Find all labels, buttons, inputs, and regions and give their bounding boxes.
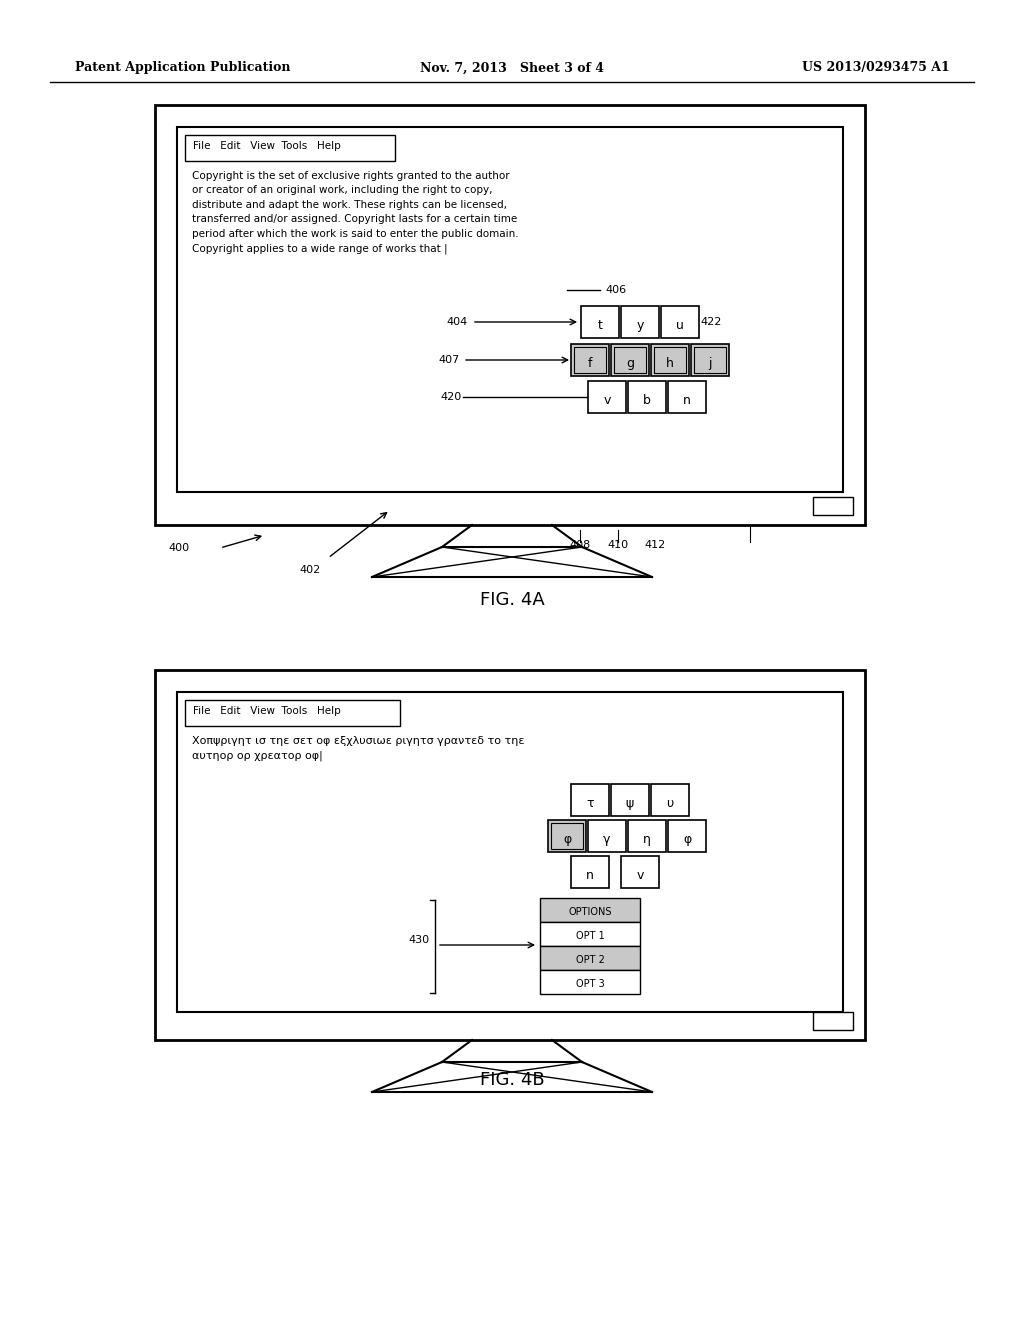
FancyBboxPatch shape bbox=[662, 306, 699, 338]
FancyBboxPatch shape bbox=[155, 671, 865, 1040]
Text: OPT 1: OPT 1 bbox=[575, 931, 604, 941]
Text: t: t bbox=[598, 318, 602, 331]
Text: τ: τ bbox=[587, 797, 594, 809]
FancyBboxPatch shape bbox=[540, 946, 640, 970]
Text: b: b bbox=[643, 393, 651, 407]
Text: h: h bbox=[666, 356, 674, 370]
FancyBboxPatch shape bbox=[813, 1012, 853, 1030]
FancyBboxPatch shape bbox=[571, 345, 609, 376]
FancyBboxPatch shape bbox=[155, 106, 865, 525]
FancyBboxPatch shape bbox=[621, 306, 659, 338]
FancyBboxPatch shape bbox=[614, 347, 646, 374]
Text: Xoπψριγητ ισ τηε σετ οφ εξχλυσιωε ριγητσ γραντεδ το τηε
αυτηορ ορ χρεατορ οφ|: Xoπψριγητ ισ τηε σετ οφ εξχλυσιωε ριγητσ… bbox=[193, 737, 524, 762]
FancyBboxPatch shape bbox=[581, 306, 618, 338]
Text: η: η bbox=[643, 833, 651, 846]
Text: γ: γ bbox=[603, 833, 610, 846]
Text: FIG. 4B: FIG. 4B bbox=[479, 1071, 545, 1089]
FancyBboxPatch shape bbox=[177, 127, 843, 492]
Text: 404: 404 bbox=[446, 317, 468, 327]
Text: OPTIONS: OPTIONS bbox=[568, 907, 611, 917]
Text: y: y bbox=[636, 318, 644, 331]
FancyBboxPatch shape bbox=[651, 784, 689, 816]
Text: φ: φ bbox=[563, 833, 571, 846]
FancyBboxPatch shape bbox=[571, 855, 609, 888]
Text: US 2013/0293475 A1: US 2013/0293475 A1 bbox=[802, 62, 950, 74]
Text: g: g bbox=[626, 356, 634, 370]
Text: Copyright is the set of exclusive rights granted to the author
or creator of an : Copyright is the set of exclusive rights… bbox=[193, 172, 518, 253]
Text: 422: 422 bbox=[700, 317, 721, 327]
Text: 402: 402 bbox=[299, 565, 321, 576]
FancyBboxPatch shape bbox=[540, 970, 640, 994]
FancyBboxPatch shape bbox=[813, 498, 853, 515]
FancyBboxPatch shape bbox=[548, 820, 586, 851]
Text: 430: 430 bbox=[409, 935, 430, 945]
FancyBboxPatch shape bbox=[668, 381, 706, 413]
FancyBboxPatch shape bbox=[621, 855, 659, 888]
FancyBboxPatch shape bbox=[185, 135, 395, 161]
Text: ψ: ψ bbox=[626, 797, 634, 809]
Text: 420: 420 bbox=[440, 392, 462, 403]
FancyBboxPatch shape bbox=[628, 381, 666, 413]
FancyBboxPatch shape bbox=[654, 347, 686, 374]
FancyBboxPatch shape bbox=[551, 822, 583, 849]
Text: u: u bbox=[676, 318, 684, 331]
FancyBboxPatch shape bbox=[185, 700, 400, 726]
Text: 412: 412 bbox=[644, 540, 666, 550]
Text: 406: 406 bbox=[605, 285, 626, 294]
FancyBboxPatch shape bbox=[588, 820, 626, 851]
Text: v: v bbox=[636, 869, 644, 882]
Text: φ: φ bbox=[683, 833, 691, 846]
Text: f: f bbox=[588, 356, 592, 370]
FancyBboxPatch shape bbox=[694, 347, 726, 374]
Text: n: n bbox=[586, 869, 594, 882]
FancyBboxPatch shape bbox=[651, 345, 689, 376]
Text: 400: 400 bbox=[168, 543, 189, 553]
Text: OPT 2: OPT 2 bbox=[575, 954, 604, 965]
FancyBboxPatch shape bbox=[611, 784, 649, 816]
FancyBboxPatch shape bbox=[574, 347, 606, 374]
Text: Nov. 7, 2013   Sheet 3 of 4: Nov. 7, 2013 Sheet 3 of 4 bbox=[420, 62, 604, 74]
FancyBboxPatch shape bbox=[540, 898, 640, 921]
FancyBboxPatch shape bbox=[611, 345, 649, 376]
FancyBboxPatch shape bbox=[177, 692, 843, 1012]
Text: FIG. 4A: FIG. 4A bbox=[479, 591, 545, 609]
Text: OPT 3: OPT 3 bbox=[575, 979, 604, 989]
Text: 407: 407 bbox=[438, 355, 460, 366]
Text: v: v bbox=[603, 393, 610, 407]
FancyBboxPatch shape bbox=[628, 820, 666, 851]
Text: File   Edit   View  Tools   Help: File Edit View Tools Help bbox=[193, 706, 341, 715]
FancyBboxPatch shape bbox=[540, 921, 640, 946]
Text: 410: 410 bbox=[607, 540, 629, 550]
Text: File   Edit   View  Tools   Help: File Edit View Tools Help bbox=[193, 141, 341, 150]
Text: υ: υ bbox=[667, 797, 674, 809]
Text: Patent Application Publication: Patent Application Publication bbox=[75, 62, 291, 74]
FancyBboxPatch shape bbox=[571, 784, 609, 816]
Text: j: j bbox=[709, 356, 712, 370]
Text: n: n bbox=[683, 393, 691, 407]
Text: 408: 408 bbox=[569, 540, 591, 550]
FancyBboxPatch shape bbox=[691, 345, 729, 376]
FancyBboxPatch shape bbox=[668, 820, 706, 851]
FancyBboxPatch shape bbox=[588, 381, 626, 413]
